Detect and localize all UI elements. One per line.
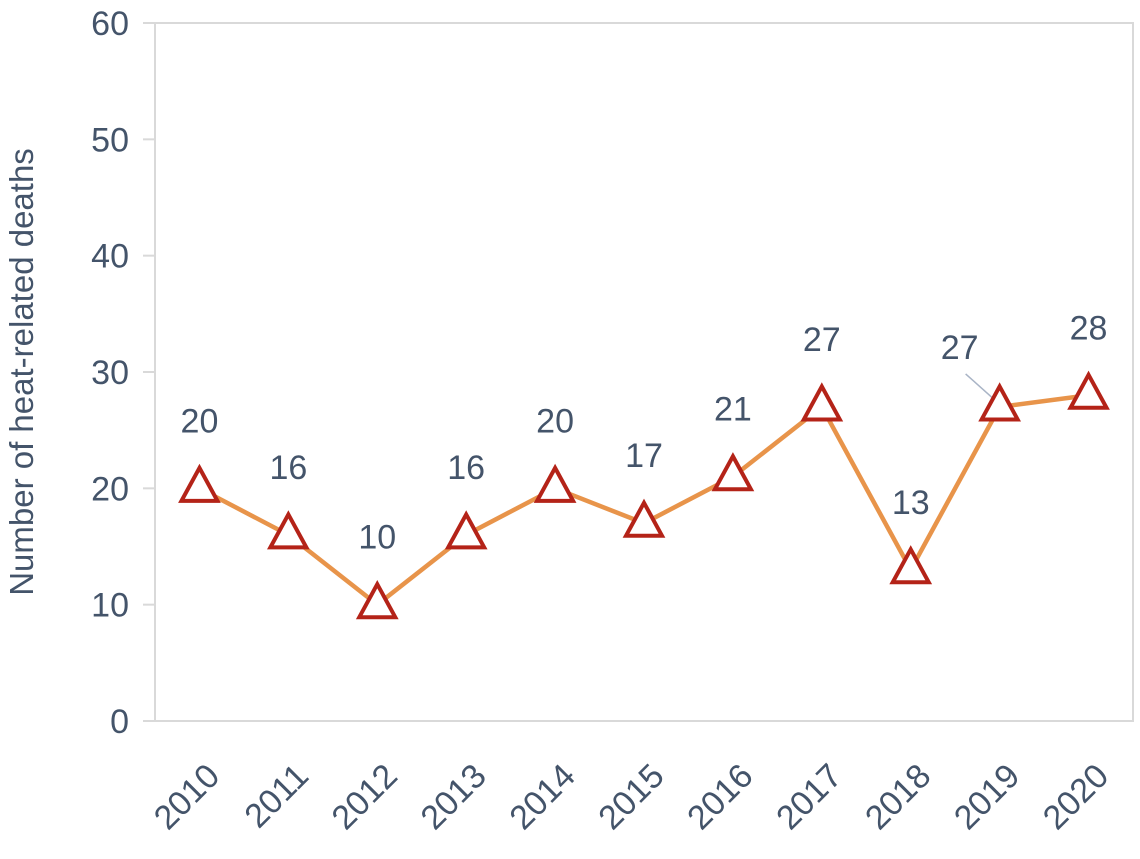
plot-frame — [154, 22, 1134, 722]
x-tick-label: 2018 — [858, 757, 938, 837]
y-axis-ticks: 0 10 20 30 40 50 60 — [91, 5, 155, 741]
y-tick-label: 60 — [91, 5, 129, 43]
data-point-marker — [266, 510, 310, 550]
y-tick-label: 20 — [91, 470, 129, 508]
x-tick-label: 2010 — [147, 757, 227, 837]
x-tick-label: 2016 — [680, 757, 760, 837]
x-tick-label: 2017 — [769, 757, 849, 837]
x-tick-label: 2014 — [502, 757, 582, 837]
data-label: 10 — [358, 519, 396, 557]
y-axis-label: Number of heat-related deaths — [3, 148, 40, 596]
data-point-marker — [889, 545, 933, 585]
data-point-marker — [800, 382, 844, 422]
y-tick-label: 30 — [91, 354, 129, 392]
data-point-marker — [711, 452, 755, 492]
x-axis-ticks: 2010 2011 2012 2013 2014 2015 2016 2017 2018 2019… — [147, 757, 1116, 837]
x-tick-label: 2015 — [591, 757, 671, 837]
y-tick-label: 40 — [91, 238, 129, 276]
data-point-marker — [622, 498, 666, 538]
x-tick-label: 2011 — [237, 757, 316, 836]
data-labels: 20 16 10 16 20 17 21 27 13 27 28 — [181, 309, 1108, 556]
data-label: 21 — [714, 391, 752, 429]
data-point-marker — [178, 463, 221, 503]
data-label: 28 — [1070, 309, 1108, 347]
y-tick-label: 10 — [91, 587, 129, 625]
data-label: 20 — [181, 402, 219, 440]
data-label: 17 — [625, 437, 663, 475]
data-label: 27 — [803, 321, 841, 359]
data-point-marker — [355, 580, 399, 620]
data-label: 16 — [269, 449, 307, 487]
data-label-leader-line — [965, 373, 995, 400]
y-tick-label: 0 — [110, 703, 129, 741]
x-tick-label: 2012 — [325, 757, 405, 837]
data-label: 16 — [447, 449, 485, 487]
data-label: 27 — [941, 329, 979, 367]
x-tick-label: 2020 — [1036, 757, 1116, 837]
data-label: 20 — [536, 402, 574, 440]
x-tick-label: 2013 — [413, 757, 493, 837]
data-point-marker — [444, 510, 488, 550]
series-group — [178, 370, 1110, 620]
data-point-marker — [533, 463, 577, 503]
x-tick-label: 2019 — [947, 757, 1027, 837]
data-point-marker — [1067, 370, 1110, 410]
data-label: 13 — [892, 484, 930, 522]
y-tick-label: 50 — [91, 121, 129, 159]
data-point-marker — [978, 382, 1022, 422]
plot-area-border — [154, 22, 1134, 722]
